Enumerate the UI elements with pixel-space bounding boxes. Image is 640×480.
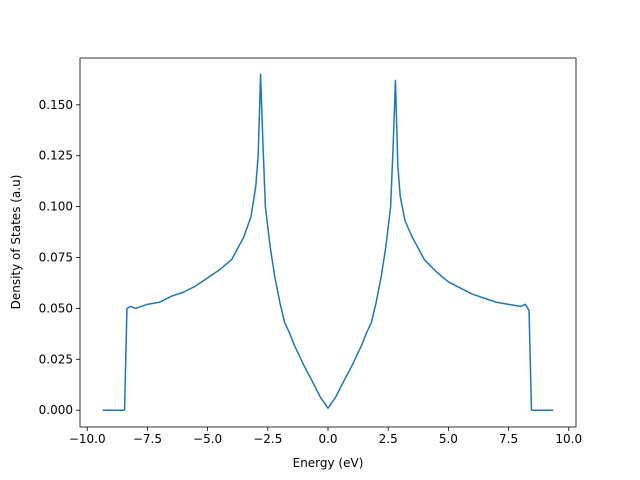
y-tick-label: 0.025 <box>39 352 73 366</box>
y-tick-label: 0.150 <box>39 98 73 112</box>
x-tick-label: −10.0 <box>69 432 106 446</box>
y-tick-label: 0.000 <box>39 403 73 417</box>
y-tick-label: 0.125 <box>39 149 73 163</box>
x-tick-label: 10.0 <box>555 432 582 446</box>
x-tick-label: −5.0 <box>193 432 222 446</box>
x-tick-label: 5.0 <box>439 432 458 446</box>
y-axis-label: Density of States (a.u) <box>9 175 23 310</box>
y-tick-label: 0.050 <box>39 301 73 315</box>
x-tick-label: −7.5 <box>133 432 162 446</box>
data-line <box>102 73 554 411</box>
x-tick-label: −2.5 <box>253 432 282 446</box>
x-tick-label: 7.5 <box>499 432 518 446</box>
plot-frame <box>79 57 577 428</box>
y-tick-label: 0.075 <box>39 251 73 265</box>
y-tick-label: 0.100 <box>39 200 73 214</box>
x-tick-label: 2.5 <box>379 432 398 446</box>
x-axis-label: Energy (eV) <box>293 456 364 470</box>
x-tick-label: 0.0 <box>318 432 337 446</box>
